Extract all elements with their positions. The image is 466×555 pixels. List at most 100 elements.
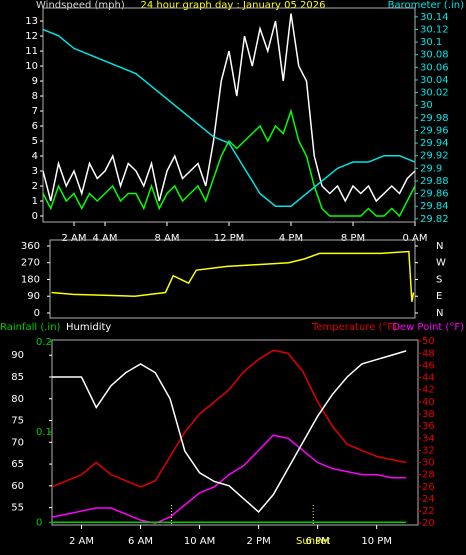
y2-tick-label: 32 [422,445,435,456]
plot-frame [49,239,416,319]
rain-axis-title: Rainfall (.in) [0,322,61,333]
y2-tick-label: N [436,241,443,252]
y2-tick-label: 40 [422,397,435,408]
series-line [43,13,415,203]
y-tick-label: 5 [32,136,38,147]
x-tick-label: 10 PM [361,536,392,547]
y-tick-label: 90 [11,350,24,361]
y2-tick-label: 22 [422,506,435,517]
y2-tick-label: N [436,308,443,319]
y-tick-label: 7 [32,106,38,117]
y-tick-label: 6 [32,121,38,132]
y2-tick-label: E [436,291,442,302]
y2-tick-label: W [436,258,446,269]
y-tick-label: 360 [21,241,40,252]
series-line [51,250,415,302]
y-tick-label: 90 [27,291,40,302]
y2-tick-label: 48 [422,348,435,359]
y-tick-label: 75 [11,416,24,427]
series-line [52,434,407,524]
x-tick-label: 4 PM [279,233,303,244]
y-tick-label: 9 [32,76,38,87]
y-tick-label: 55 [11,503,24,514]
y2-tick-label: 36 [422,421,435,432]
series-line [43,28,415,207]
y-tick-label: 0 [34,308,40,319]
y-tick-label: 180 [21,274,40,285]
y2-tick-label: 30.06 [420,62,449,73]
y-tick-label: 10 [25,61,38,72]
y2-tick-label: 30.04 [420,75,449,86]
y2-tick-label: 24 [422,494,435,505]
plot-frame [51,339,419,526]
series-line [52,349,407,488]
y2-tick-label: 30 [422,458,435,469]
x-tick-label: 8 AM [154,233,179,244]
y3-tick-label: 0.2 [36,337,52,348]
series-line [52,350,407,514]
y2-tick-label: 29.98 [420,113,449,124]
y-tick-label: 270 [21,258,40,269]
y2-tick-label: 42 [422,385,435,396]
x-tick-label: 4 AM [92,233,117,244]
y2-tick-label: 34 [422,433,435,444]
y2-tick-label: 30 [420,100,433,111]
x-tick-label: 2 AM [61,233,86,244]
y-tick-label: 65 [11,459,24,470]
y2-tick-label: 29.86 [420,189,449,200]
event-label: Sunset [296,536,330,547]
y-tick-label: 4 [32,151,38,162]
y2-tick-label: 30.1 [420,37,442,48]
y-tick-label: 60 [11,481,24,492]
x-tick-label: 6 AM [128,536,153,547]
y2-tick-label: 26 [422,482,435,493]
y-tick-label: 13 [25,16,38,27]
y2-tick-label: 46 [422,360,435,371]
y2-tick-label: 29.84 [420,201,449,212]
dewpoint-axis-title: Dew Point (°F) [392,322,464,333]
y2-tick-label: 30.12 [420,24,449,35]
x-tick-label: 8 PM [341,233,365,244]
y-tick-label: 3 [32,166,38,177]
y2-tick-label: 29.94 [420,138,449,149]
y-tick-label: 11 [25,46,38,57]
y-tick-label: 80 [11,394,24,405]
y2-tick-label: 29.96 [420,125,449,136]
y2-tick-label: 30.02 [420,88,449,99]
x-tick-label: 0 AM [402,233,427,244]
x-tick-label: 10 AM [184,536,215,547]
x-tick-label: 2 AM [69,536,94,547]
y2-tick-label: 28 [422,470,435,481]
y2-tick-label: 29.88 [420,176,449,187]
y-tick-label: 2 [32,181,38,192]
humidity-axis-title: Humidity [66,322,111,333]
y2-tick-label: 29.92 [420,151,449,162]
x-tick-label: 2 PM [247,536,271,547]
barometer-axis-title: Barometer (.in) [388,0,464,11]
x-tick-label: 12 PM [214,233,245,244]
temperature-axis-title: Temperature (°F) [311,322,397,333]
y2-tick-label: 20 [422,518,435,529]
y2-tick-label: 29.82 [420,214,449,225]
y3-tick-label: 0.1 [36,427,52,438]
y3-tick-label: 0 [36,517,42,528]
y2-tick-label: S [436,274,442,285]
wind-axis-title: Windspeed (mph) [36,0,125,11]
series-line [43,108,415,218]
y-tick-label: 1 [32,196,38,207]
y2-tick-label: 29.9 [420,163,442,174]
y2-tick-label: 30.14 [420,12,449,23]
y-tick-label: 8 [32,91,38,102]
y-tick-label: 70 [11,437,24,448]
y-tick-label: 85 [11,372,24,383]
y2-tick-label: 30.08 [420,50,449,61]
y-tick-label: 0 [32,211,38,222]
y-tick-label: 12 [25,31,38,42]
y2-tick-label: 50 [422,336,435,347]
plot-frame [42,7,416,223]
x-tick-label: 6 PM [306,536,330,547]
y2-tick-label: 38 [422,409,435,420]
chart-title: 24 hour graph day : January 05 2026 [141,0,326,11]
y2-tick-label: 44 [422,373,435,384]
